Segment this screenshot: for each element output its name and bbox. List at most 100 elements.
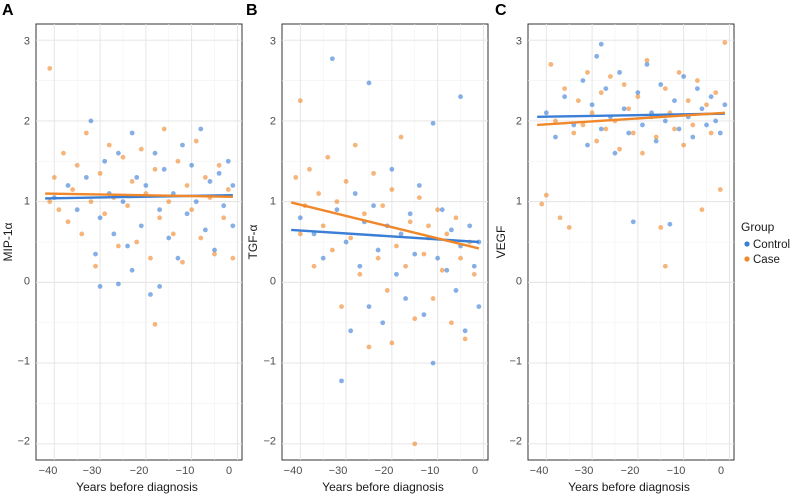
x-tick-label: −20 xyxy=(375,465,394,477)
data-point-control xyxy=(640,122,645,128)
data-point-control xyxy=(157,207,163,213)
data-point-control xyxy=(88,118,94,124)
data-point-case xyxy=(453,215,459,221)
data-point-control xyxy=(120,199,126,205)
data-point-case xyxy=(375,255,381,261)
data-point-case xyxy=(74,162,80,168)
data-point-case xyxy=(662,86,668,91)
data-point-case xyxy=(307,166,312,172)
data-point-case xyxy=(598,90,604,96)
data-point-control xyxy=(658,82,664,87)
panel-a-letter: A xyxy=(2,2,14,19)
data-point-control xyxy=(448,227,454,233)
panel-b-y-title: TGF-α xyxy=(246,224,260,259)
data-point-case xyxy=(557,215,563,221)
panel-c-x-ticks: −40 −30 −20 −10 0 xyxy=(530,465,724,477)
data-point-case xyxy=(198,235,204,241)
data-point-control xyxy=(111,231,117,237)
data-point-control xyxy=(65,183,71,188)
data-point-case xyxy=(539,201,545,207)
data-point-case xyxy=(329,247,335,253)
panel-c-marks xyxy=(537,40,728,269)
data-point-control xyxy=(704,122,709,128)
data-point-control xyxy=(389,166,395,172)
data-point-control xyxy=(713,118,719,124)
data-point-case xyxy=(221,215,227,221)
data-point-case xyxy=(630,130,636,136)
data-point-control xyxy=(681,74,687,79)
data-point-control xyxy=(129,267,135,273)
data-point-control xyxy=(216,170,222,176)
data-point-case xyxy=(56,207,62,213)
data-point-control xyxy=(462,328,468,334)
data-point-case xyxy=(311,263,317,269)
data-point-case xyxy=(713,90,719,96)
panel-a: A 3 2 1 0 −1 −2 −40 −30 −20 −10 0 Years … xyxy=(1,2,243,494)
data-point-case xyxy=(717,187,723,192)
data-point-control xyxy=(175,255,181,261)
panel-c-x-title: Years before diagnosis xyxy=(568,480,690,494)
data-point-case xyxy=(357,271,363,277)
panel-a-y-ticks: 3 2 1 0 −1 −2 xyxy=(17,36,30,448)
data-point-control xyxy=(93,251,98,257)
data-point-case xyxy=(462,336,468,342)
data-point-control xyxy=(621,106,627,112)
data-point-control xyxy=(630,219,636,225)
data-point-case xyxy=(366,344,372,350)
x-tick-label: −40 xyxy=(530,465,549,477)
x-tick-label: −30 xyxy=(575,465,594,477)
data-point-case xyxy=(189,207,195,213)
data-point-control xyxy=(138,223,144,229)
data-point-case xyxy=(644,57,650,63)
data-point-case xyxy=(225,187,231,192)
data-point-case xyxy=(608,74,613,79)
y-tick-label: 2 xyxy=(24,116,30,128)
data-point-case xyxy=(562,86,568,91)
data-point-control xyxy=(676,126,682,132)
y-tick-label: −1 xyxy=(509,356,522,368)
legend: Group Control Case xyxy=(741,220,790,266)
data-point-control xyxy=(320,255,326,261)
x-tick-label: −20 xyxy=(621,465,640,477)
data-point-case xyxy=(471,271,477,277)
data-point-case xyxy=(571,130,577,136)
data-point-case xyxy=(384,288,390,293)
data-point-case xyxy=(380,203,386,209)
data-point-control xyxy=(667,221,673,227)
data-point-case xyxy=(699,207,705,213)
data-point-case xyxy=(343,179,349,184)
data-point-case xyxy=(202,175,208,180)
data-point-control xyxy=(83,175,89,180)
data-point-case xyxy=(348,235,354,241)
data-point-control xyxy=(562,94,568,100)
data-point-control xyxy=(134,175,140,180)
data-point-case xyxy=(603,126,609,132)
data-point-control xyxy=(471,263,477,269)
data-point-control xyxy=(348,328,354,334)
data-point-control xyxy=(198,126,204,132)
data-point-case xyxy=(389,187,395,192)
panel-c-grid xyxy=(528,24,734,460)
data-point-control xyxy=(143,183,149,188)
data-point-case xyxy=(352,142,358,148)
x-tick-label: −10 xyxy=(176,465,195,477)
data-point-control xyxy=(430,120,436,126)
data-point-control xyxy=(352,191,358,196)
data-point-control xyxy=(97,284,103,289)
y-tick-label: −1 xyxy=(17,356,30,368)
panel-c: C 3 2 1 0 −1 −2 −40 −30 −20 −10 0 Years … xyxy=(494,2,735,494)
data-point-case xyxy=(448,320,454,326)
data-point-case xyxy=(47,66,53,71)
data-point-case xyxy=(102,211,108,217)
data-point-control xyxy=(662,118,668,124)
data-point-case xyxy=(161,126,167,132)
x-tick-label: 0 xyxy=(226,465,232,477)
data-point-control xyxy=(161,166,167,172)
data-point-control xyxy=(467,223,473,229)
data-point-control xyxy=(717,130,723,136)
x-tick-label: −30 xyxy=(83,465,102,477)
data-point-case xyxy=(685,98,691,104)
data-point-case xyxy=(138,146,144,152)
data-point-case xyxy=(403,263,408,269)
data-point-case xyxy=(230,255,236,261)
